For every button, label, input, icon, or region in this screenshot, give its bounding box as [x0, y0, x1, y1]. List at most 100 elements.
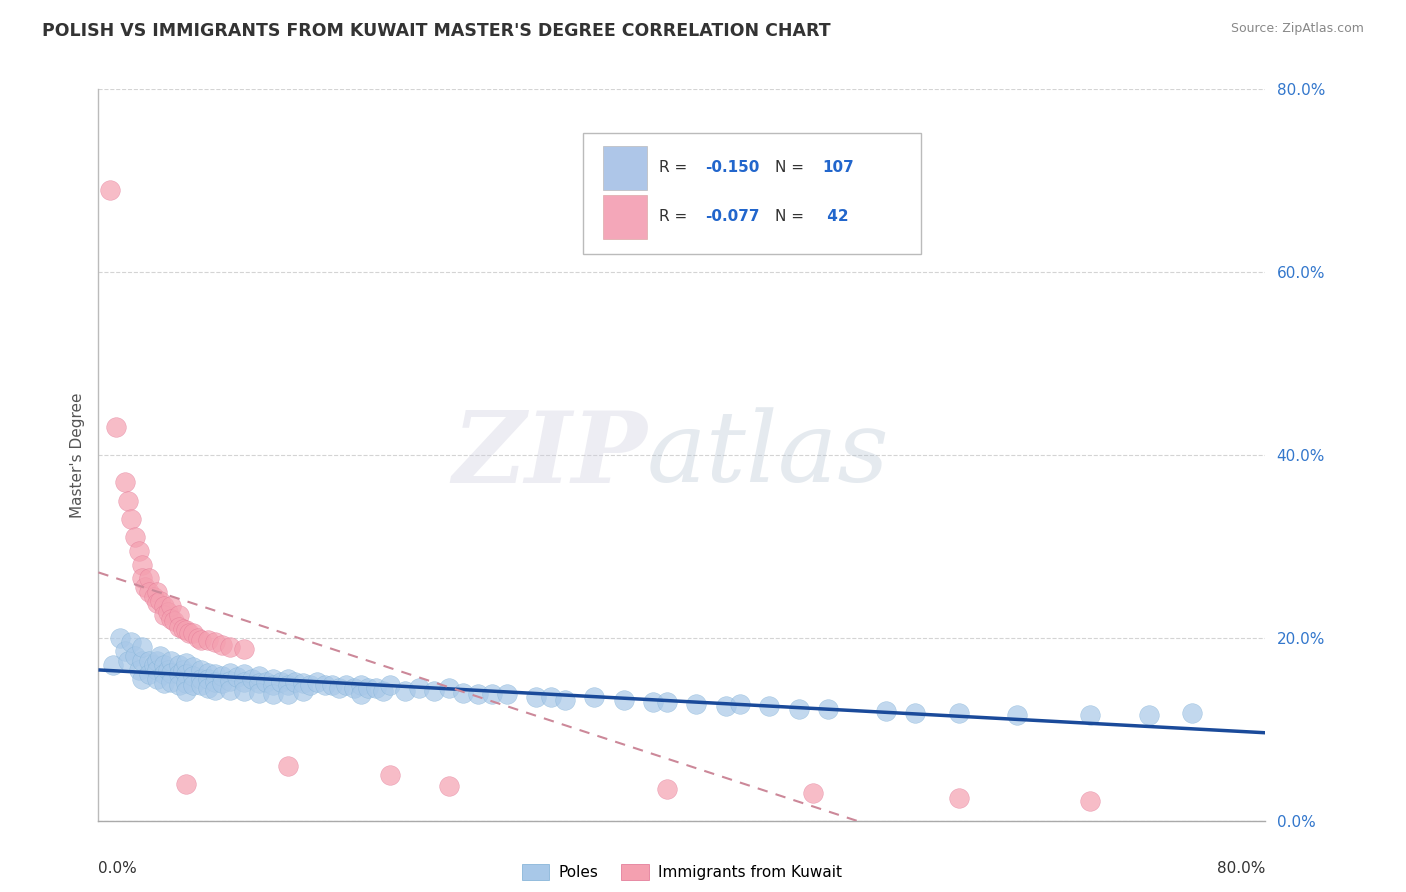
Point — [131, 571, 153, 585]
Point — [350, 678, 373, 692]
Point — [163, 615, 186, 629]
Point — [240, 672, 263, 686]
Point — [657, 781, 679, 796]
Point — [437, 681, 460, 695]
Point — [153, 607, 176, 622]
Point — [160, 674, 183, 689]
Point — [172, 663, 194, 677]
Text: 0.0%: 0.0% — [98, 861, 138, 876]
Point — [146, 663, 169, 677]
Y-axis label: Master's Degree: Master's Degree — [69, 392, 84, 517]
Point — [153, 599, 176, 613]
Point — [146, 585, 169, 599]
Point — [1080, 793, 1102, 807]
Text: R =: R = — [658, 160, 692, 175]
Point — [174, 624, 197, 638]
Point — [160, 665, 183, 680]
Point — [247, 676, 270, 690]
Point — [524, 690, 547, 705]
Point — [314, 678, 336, 692]
Text: atlas: atlas — [647, 408, 890, 502]
Point — [612, 693, 634, 707]
Point — [277, 758, 299, 772]
Point — [211, 676, 233, 690]
Point — [197, 681, 219, 695]
Point — [350, 688, 373, 702]
Point — [197, 665, 219, 680]
Point — [190, 663, 212, 677]
Point — [177, 626, 200, 640]
Text: POLISH VS IMMIGRANTS FROM KUWAIT MASTER'S DEGREE CORRELATION CHART: POLISH VS IMMIGRANTS FROM KUWAIT MASTER'… — [42, 22, 831, 40]
Point — [641, 695, 664, 709]
Point — [146, 672, 169, 686]
Point — [167, 678, 190, 692]
Point — [157, 605, 180, 619]
Point — [291, 683, 314, 698]
Point — [787, 702, 810, 716]
Point — [801, 786, 824, 800]
Point — [204, 682, 226, 697]
Point — [167, 607, 190, 622]
Point — [948, 706, 970, 720]
Point — [554, 693, 576, 707]
Point — [277, 678, 299, 692]
Point — [167, 620, 190, 634]
Point — [371, 683, 394, 698]
Point — [277, 688, 299, 702]
Text: ZIP: ZIP — [451, 407, 647, 503]
Point — [211, 638, 233, 652]
FancyBboxPatch shape — [603, 146, 647, 190]
Point — [218, 682, 240, 697]
Point — [146, 654, 169, 668]
Point — [233, 641, 256, 656]
Point — [160, 613, 183, 627]
Point — [277, 672, 299, 686]
Point — [197, 632, 219, 647]
Point — [117, 493, 139, 508]
Point — [328, 681, 350, 695]
Point — [270, 674, 292, 689]
Point — [262, 688, 284, 702]
Point — [262, 672, 284, 686]
Point — [117, 654, 139, 668]
Point — [128, 544, 150, 558]
Point — [153, 676, 176, 690]
Point — [124, 530, 146, 544]
Point — [817, 702, 839, 716]
Point — [146, 596, 169, 610]
Point — [138, 667, 160, 681]
Point — [153, 658, 176, 673]
Point — [451, 685, 474, 699]
Point — [174, 777, 197, 791]
Point — [758, 699, 780, 714]
Point — [233, 667, 256, 681]
Point — [262, 678, 284, 692]
Point — [394, 683, 416, 698]
Point — [104, 420, 127, 434]
Point — [131, 654, 153, 668]
Point — [254, 674, 277, 689]
Point — [181, 678, 204, 692]
Point — [408, 681, 430, 695]
Point — [364, 681, 387, 695]
Point — [1007, 708, 1029, 723]
Point — [495, 688, 517, 702]
Point — [120, 635, 142, 649]
Point — [657, 695, 679, 709]
Point — [357, 681, 380, 695]
Point — [167, 658, 190, 673]
Text: 80.0%: 80.0% — [1218, 861, 1265, 876]
FancyBboxPatch shape — [582, 133, 921, 253]
Point — [138, 571, 160, 585]
Point — [142, 590, 165, 604]
Point — [167, 667, 190, 681]
Point — [247, 685, 270, 699]
Point — [134, 581, 156, 595]
Point — [226, 670, 249, 684]
Point — [138, 585, 160, 599]
Point — [467, 688, 489, 702]
Point — [211, 669, 233, 683]
Point — [904, 706, 927, 720]
Text: -0.077: -0.077 — [706, 209, 759, 224]
Point — [218, 665, 240, 680]
